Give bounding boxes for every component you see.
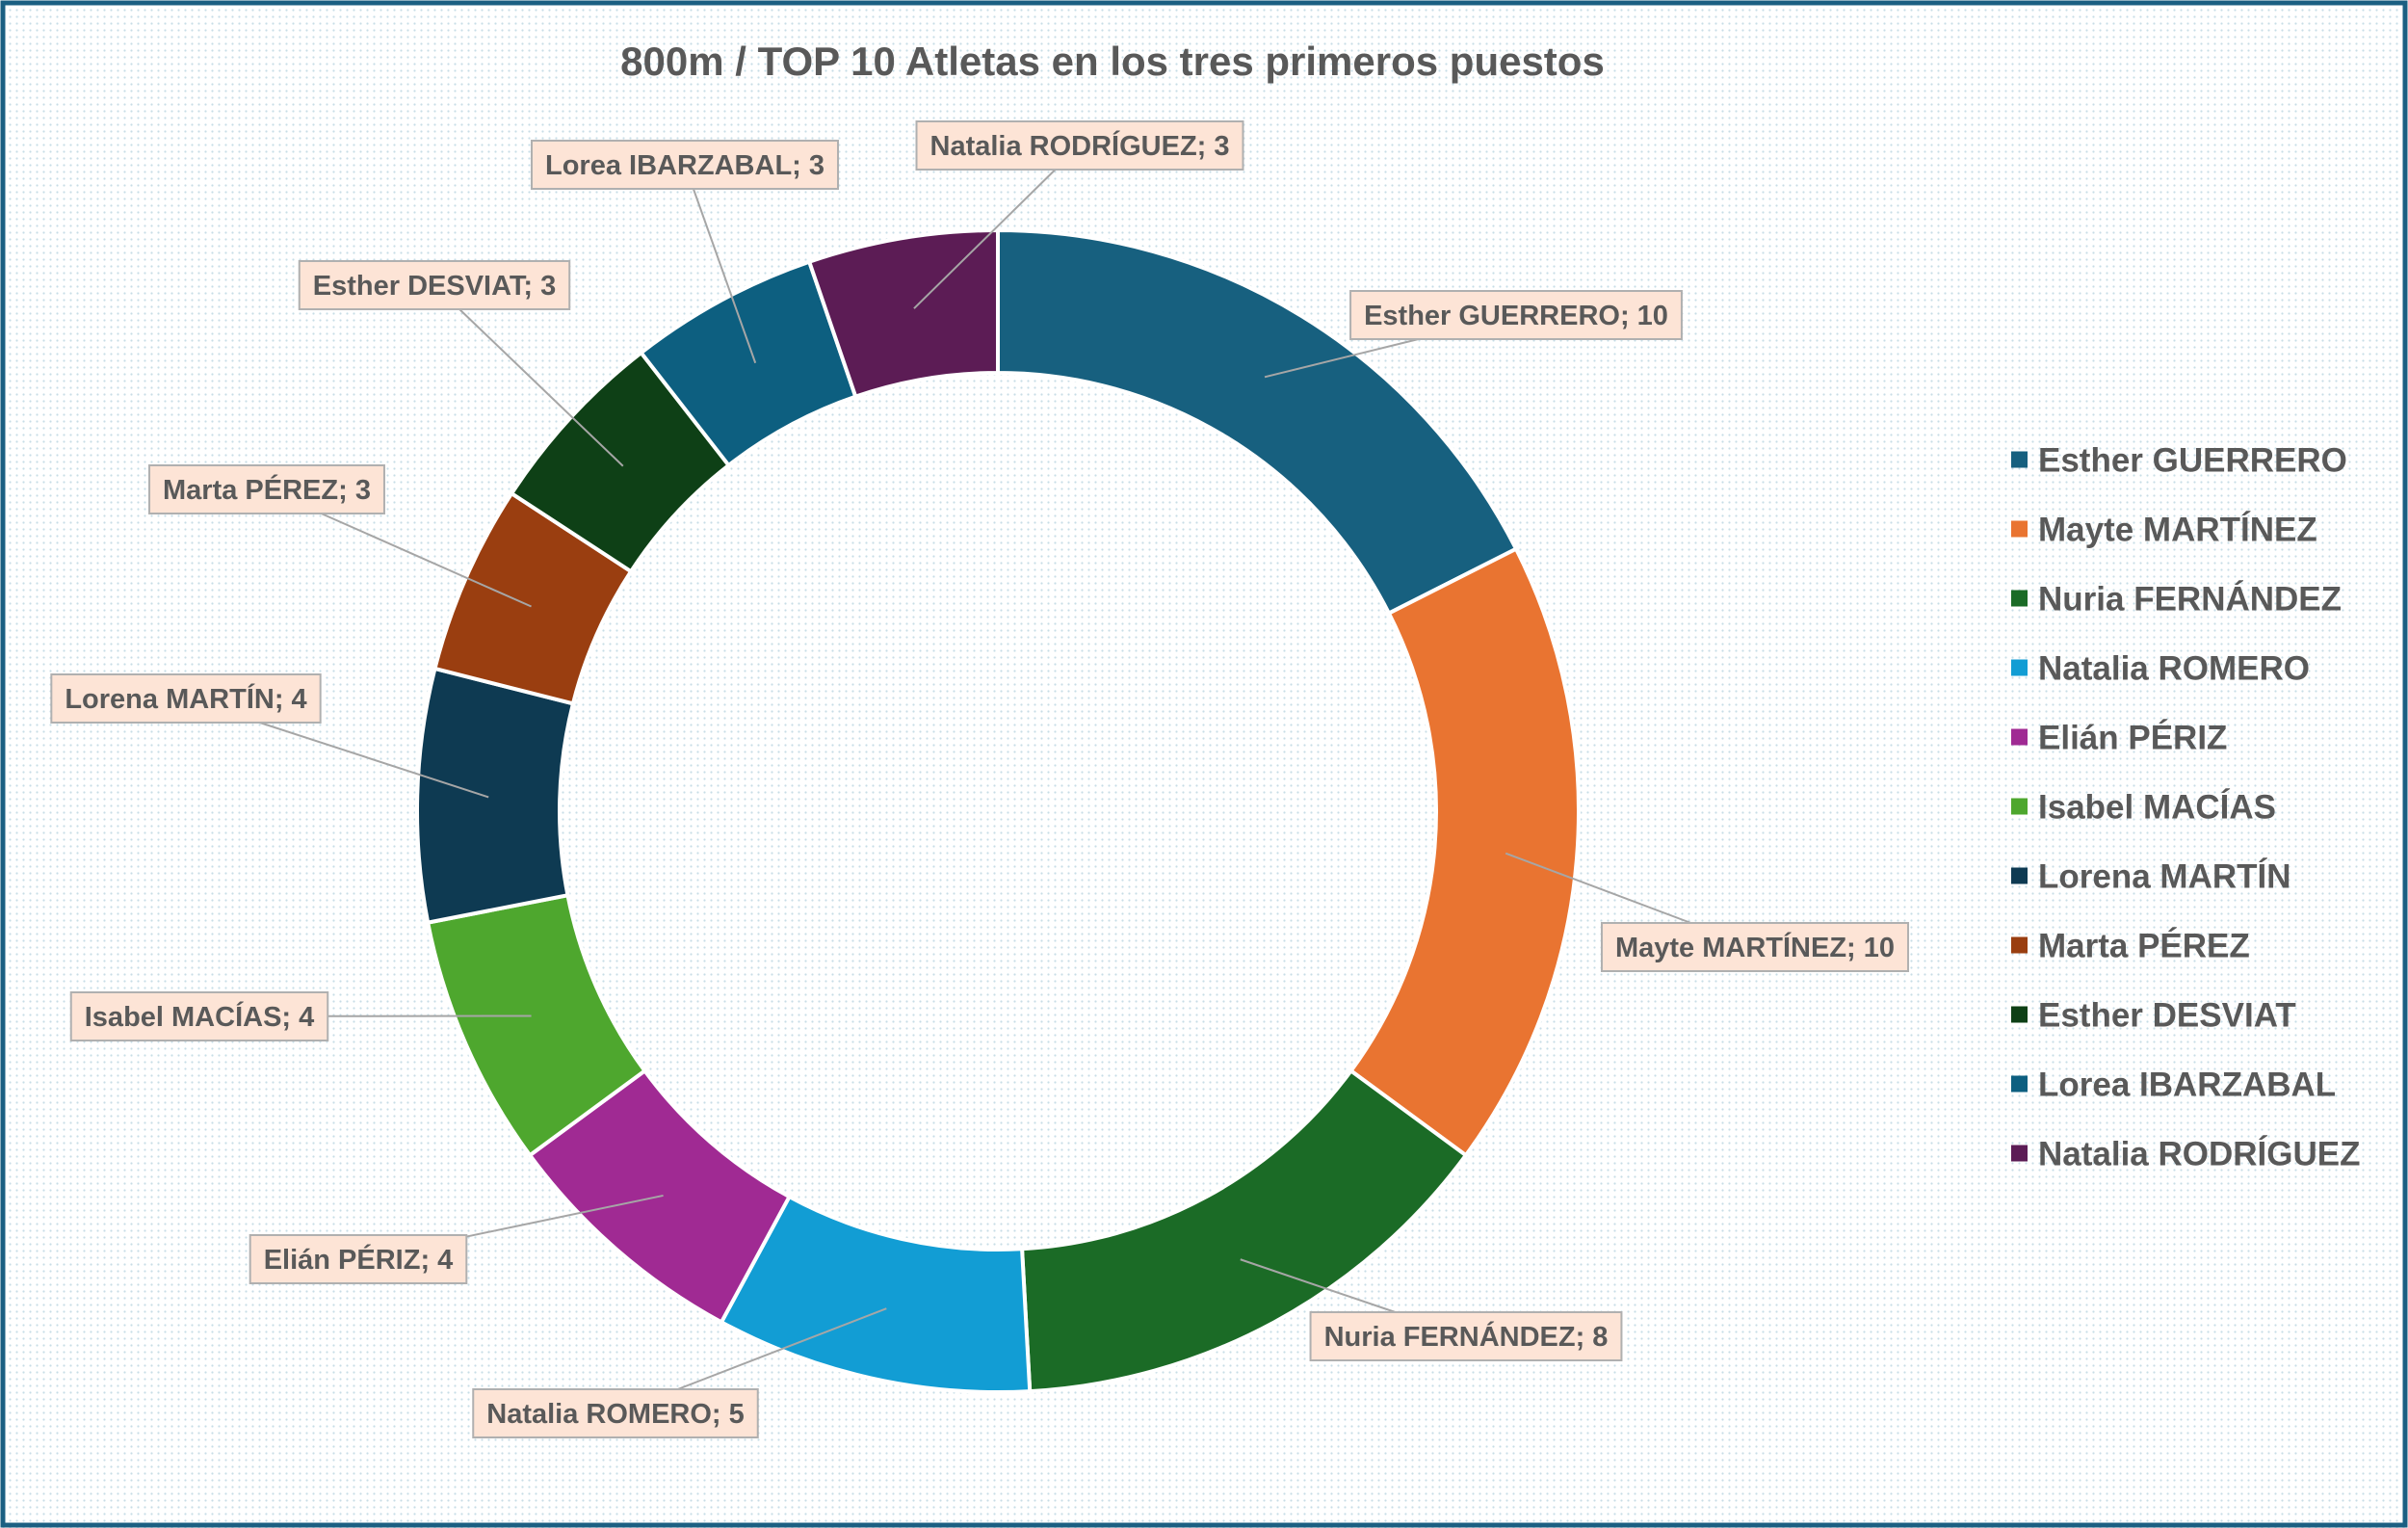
data-label-box: [915, 120, 1244, 171]
data-label-2: Mayte MARTÍNEZ; 10: [1600, 922, 1910, 972]
legend-swatch: [2011, 520, 2028, 538]
legend-label: Mayte MARTÍNEZ: [2038, 511, 2317, 549]
data-label-9: Esther DESVIAT; 3: [298, 260, 571, 310]
data-label-box: [472, 1388, 759, 1438]
data-label-text: Marta PÉREZ; 3: [163, 473, 371, 506]
legend-swatch: [2011, 590, 2028, 607]
legend-item-5: Elián PÉRIZ: [2011, 719, 2227, 757]
legend-item-1: Esther GUERRERO: [2011, 442, 2347, 480]
legend-swatch: [2011, 1075, 2028, 1093]
legend-label: Lorena MARTÍN: [2038, 857, 2291, 896]
data-label-text: Esther DESVIAT; 3: [313, 271, 556, 302]
legend-swatch: [2011, 451, 2028, 468]
leader-line-1: [1264, 338, 1419, 379]
leader-lines: [259, 169, 1691, 1390]
data-label-box: [148, 464, 385, 514]
data-label-7: Lorena MARTÍN; 4: [50, 673, 322, 724]
data-labels: Esther GUERRERO; 10 Mayte MARTÍNEZ; 10 Nur…: [50, 120, 1910, 1438]
data-label-11: Natalia RODRÍGUEZ; 3: [915, 120, 1244, 171]
legend-item-7: Lorena MARTÍN: [2011, 857, 2291, 896]
data-label-box: [1600, 922, 1910, 972]
legend-swatch: [2011, 1145, 2028, 1162]
leader-line-9: [458, 308, 624, 467]
leader-line-2: [1505, 852, 1691, 924]
legend-item-3: Nuria FERNÁNDEZ: [2011, 580, 2342, 619]
legend-swatch: [2011, 867, 2028, 884]
leader-line-11: [913, 169, 1057, 309]
data-label-box: [298, 260, 571, 310]
data-label-box: [1349, 290, 1683, 340]
data-label-text: Natalia ROMERO; 5: [486, 1399, 745, 1430]
data-label-4: Natalia ROMERO; 5: [472, 1388, 759, 1438]
leader-line-4: [677, 1307, 887, 1390]
leader-line-10: [692, 188, 757, 364]
leader-line-5: [466, 1194, 664, 1238]
data-label-1: Esther GUERRERO; 10: [1349, 290, 1683, 340]
legend-label: Esther GUERRERO: [2038, 442, 2347, 480]
legend-swatch: [2011, 1006, 2028, 1023]
data-label-5: Elián PÉRIZ; 4: [249, 1234, 468, 1284]
data-label-6: Isabel MACÍAS; 4: [69, 991, 329, 1041]
data-label-text: Elián PÉRIZ; 4: [264, 1243, 454, 1276]
legend-label: Natalia ROMERO: [2038, 650, 2310, 688]
legend-label: Lorea IBARZABAL: [2038, 1067, 2336, 1104]
legend: Esther GUERRERO Mayte MARTÍNEZ Nuria FERNÁ…: [2011, 442, 2361, 1173]
legend-item-9: Esther DESVIAT: [2011, 997, 2296, 1035]
data-label-box: [530, 140, 840, 190]
data-label-8: Marta PÉREZ; 3: [148, 464, 385, 514]
legend-item-6: Isabel MACÍAS: [2011, 788, 2276, 827]
data-label-text: Lorena MARTÍN; 4: [65, 682, 306, 715]
leader-line-7: [259, 722, 489, 799]
legend-label: Marta PÉREZ: [2038, 927, 2250, 965]
legend-item-10: Lorea IBARZABAL: [2011, 1067, 2336, 1104]
legend-item-2: Mayte MARTÍNEZ: [2011, 511, 2317, 549]
chart-title: 800m / TOP 10 Atletas en los tres primer…: [620, 39, 1605, 84]
leader-line-8: [321, 513, 532, 608]
data-label-box: [1309, 1311, 1623, 1361]
legend-item-8: Marta PÉREZ: [2011, 927, 2250, 965]
legend-swatch: [2011, 659, 2028, 676]
legend-swatch: [2011, 936, 2028, 954]
leader-line-3: [1240, 1258, 1396, 1313]
data-label-box: [50, 673, 322, 724]
legend-item-11: Natalia RODRÍGUEZ: [2011, 1135, 2361, 1173]
data-label-3: Nuria FERNÁNDEZ; 8: [1309, 1311, 1623, 1361]
legend-swatch: [2011, 728, 2028, 746]
legend-label: Natalia RODRÍGUEZ: [2038, 1135, 2361, 1173]
data-label-box: [69, 991, 329, 1041]
data-label-text: Isabel MACÍAS; 4: [85, 1000, 315, 1033]
data-label-text: Mayte MARTÍNEZ; 10: [1615, 931, 1895, 963]
legend-label: Isabel MACÍAS: [2038, 788, 2276, 827]
legend-swatch: [2011, 798, 2028, 815]
legend-label: Nuria FERNÁNDEZ: [2038, 580, 2342, 619]
legend-label: Esther DESVIAT: [2038, 997, 2296, 1035]
legend-item-4: Natalia ROMERO: [2011, 650, 2310, 688]
doughnut-slice-7: [415, 666, 576, 925]
data-label-text: Natalia RODRÍGUEZ; 3: [930, 129, 1230, 162]
data-label-box: [249, 1234, 468, 1284]
data-label-10: Lorea IBARZABAL; 3: [530, 140, 840, 190]
data-label-text: Nuria FERNÁNDEZ; 8: [1324, 1320, 1609, 1353]
legend-label: Elián PÉRIZ: [2038, 719, 2227, 757]
data-label-text: Lorea IBARZABAL; 3: [545, 150, 824, 181]
data-label-text: Esther GUERRERO; 10: [1364, 301, 1668, 331]
